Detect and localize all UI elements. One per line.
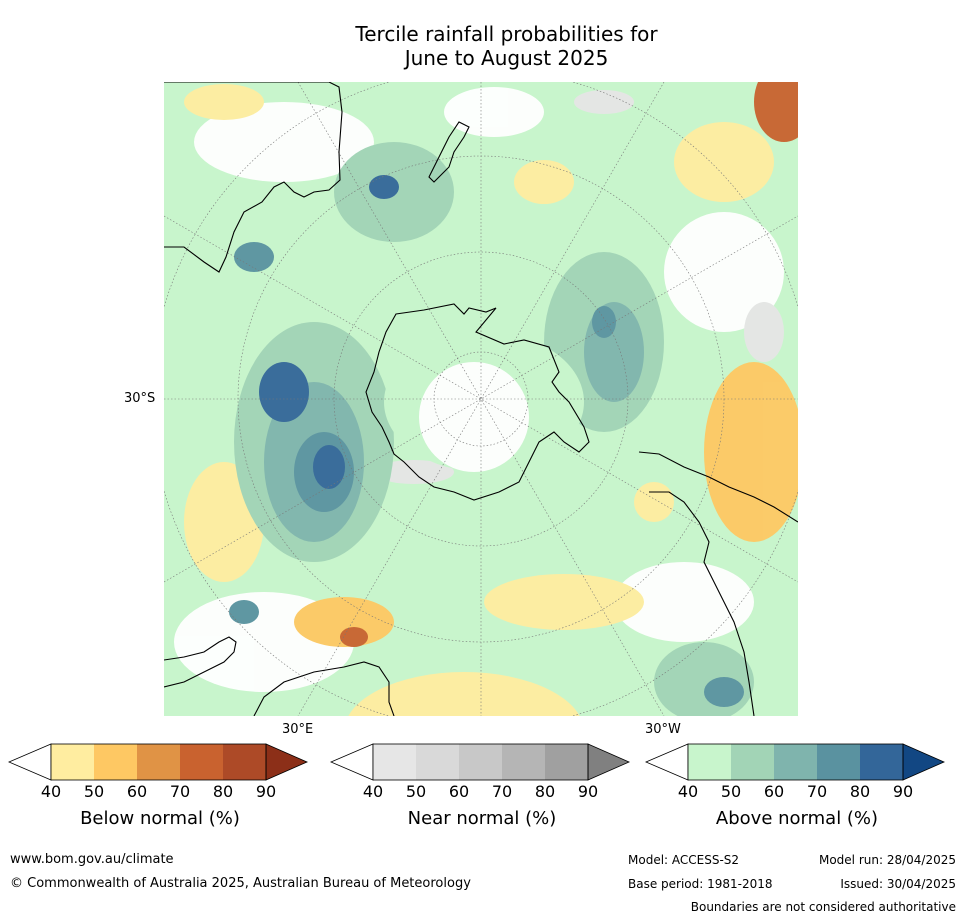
colorbar-below-tick-label: 70 [169, 782, 191, 801]
colorbar-below-swatch-4 [223, 744, 266, 780]
probability-field [174, 82, 798, 716]
colorbar-near-swatch-4 [545, 744, 588, 780]
colorbar-below-normal [8, 743, 312, 781]
title-line-2: June to August 2025 [404, 46, 609, 70]
colorbar-above-swatches [645, 743, 945, 781]
colorbar-near-tick-label: 80 [534, 782, 556, 801]
colorbar-below-swatches [8, 743, 308, 781]
colorbar-near-tick-label: 40 [362, 782, 384, 801]
colorbar-above-ticks: 40 50 60 70 80 90 [645, 782, 949, 802]
colorbar-above-tick-label: 80 [849, 782, 871, 801]
colorbar-above-swatch-3 [817, 744, 860, 780]
model-name: Model: ACCESS-S2 [628, 853, 740, 867]
base-period: Base period: 1981-2018 [628, 877, 773, 891]
colorbar-above-swatch-4 [860, 744, 903, 780]
colorbar-above-swatch-0 [688, 744, 731, 780]
colorbar-above-under [645, 743, 689, 781]
colorbar-near-swatch-2 [459, 744, 502, 780]
colorbar-near-swatches [330, 743, 630, 781]
lat-label-30s: 30°S [124, 391, 156, 406]
colorbar-below-swatch-1 [94, 744, 137, 780]
colorbar-near-tick-label: 50 [405, 782, 427, 801]
colorbar-below-tick-label: 40 [40, 782, 62, 801]
probability-map [164, 82, 798, 716]
colorbar-above-normal [645, 743, 949, 781]
boundaries-note: Boundaries are not considered authoritat… [690, 900, 956, 914]
colorbar-above-tick-label: 90 [892, 782, 914, 801]
copyright-text: © Commonwealth of Australia 2025, Austra… [10, 876, 471, 891]
colorbar-below-title: Below normal (%) [80, 808, 240, 829]
colorbar-above-over [902, 743, 945, 781]
issued-date: Issued: 30/04/2025 [840, 877, 956, 891]
colorbar-below-ticks: 40 50 60 70 80 90 [8, 782, 312, 802]
antarctica-coast [365, 303, 590, 501]
title-line-1: Tercile rainfall probabilities for [355, 22, 658, 46]
colorbar-below-over [265, 743, 308, 781]
colorbar-near-normal [330, 743, 634, 781]
colorbar-below-swatch-0 [51, 744, 94, 780]
colorbar-below-tick-label: 90 [255, 782, 277, 801]
colorbar-above-tick-label: 70 [806, 782, 828, 801]
colorbar-near-under [330, 743, 374, 781]
colorbar-below-swatch-3 [180, 744, 223, 780]
new-zealand-coast [428, 121, 470, 183]
lon-label-30w: 30°W [645, 722, 681, 737]
colorbar-near-tick-label: 60 [448, 782, 470, 801]
south-america-coast [638, 451, 798, 523]
colorbar-above-title: Above normal (%) [715, 808, 879, 829]
colorbar-near-swatch-3 [502, 744, 545, 780]
colorbar-below-frame [50, 743, 267, 781]
colorbar-near-title: Near normal (%) [407, 808, 557, 829]
colorbar-above-tick-label: 60 [763, 782, 785, 801]
coastlines [164, 82, 798, 716]
colorbar-near-frame [372, 743, 589, 781]
africa-coast [164, 636, 237, 688]
colorbar-near-ticks: 40 50 60 70 80 90 [330, 782, 634, 802]
map-title: Tercile rainfall probabilities for June … [0, 22, 965, 70]
colorbar-above-tick-label: 50 [720, 782, 742, 801]
colorbar-near-tick-label: 90 [577, 782, 599, 801]
colorbar-near-swatch-1 [416, 744, 459, 780]
colorbar-above-swatch-1 [731, 744, 774, 780]
website-link[interactable]: www.bom.gov.au/climate [10, 852, 174, 867]
colorbar-below-tick-label: 50 [83, 782, 105, 801]
colorbar-near-tick-label: 70 [491, 782, 513, 801]
colorbar-above-frame [687, 743, 904, 781]
colorbar-below-under [8, 743, 52, 781]
model-run: Model run: 28/04/2025 [818, 853, 956, 867]
australia-coast [164, 82, 343, 273]
colorbar-near-over [587, 743, 630, 781]
colorbar-below-swatch-2 [137, 744, 180, 780]
colorbar-above-swatch-2 [774, 744, 817, 780]
colorbar-below-tick-label: 80 [212, 782, 234, 801]
colorbar-above-tick-label: 40 [677, 782, 699, 801]
colorbar-near-swatch-0 [373, 744, 416, 780]
lon-label-30e: 30°E [282, 722, 314, 737]
colorbar-below-tick-label: 60 [126, 782, 148, 801]
graticule [164, 82, 798, 716]
